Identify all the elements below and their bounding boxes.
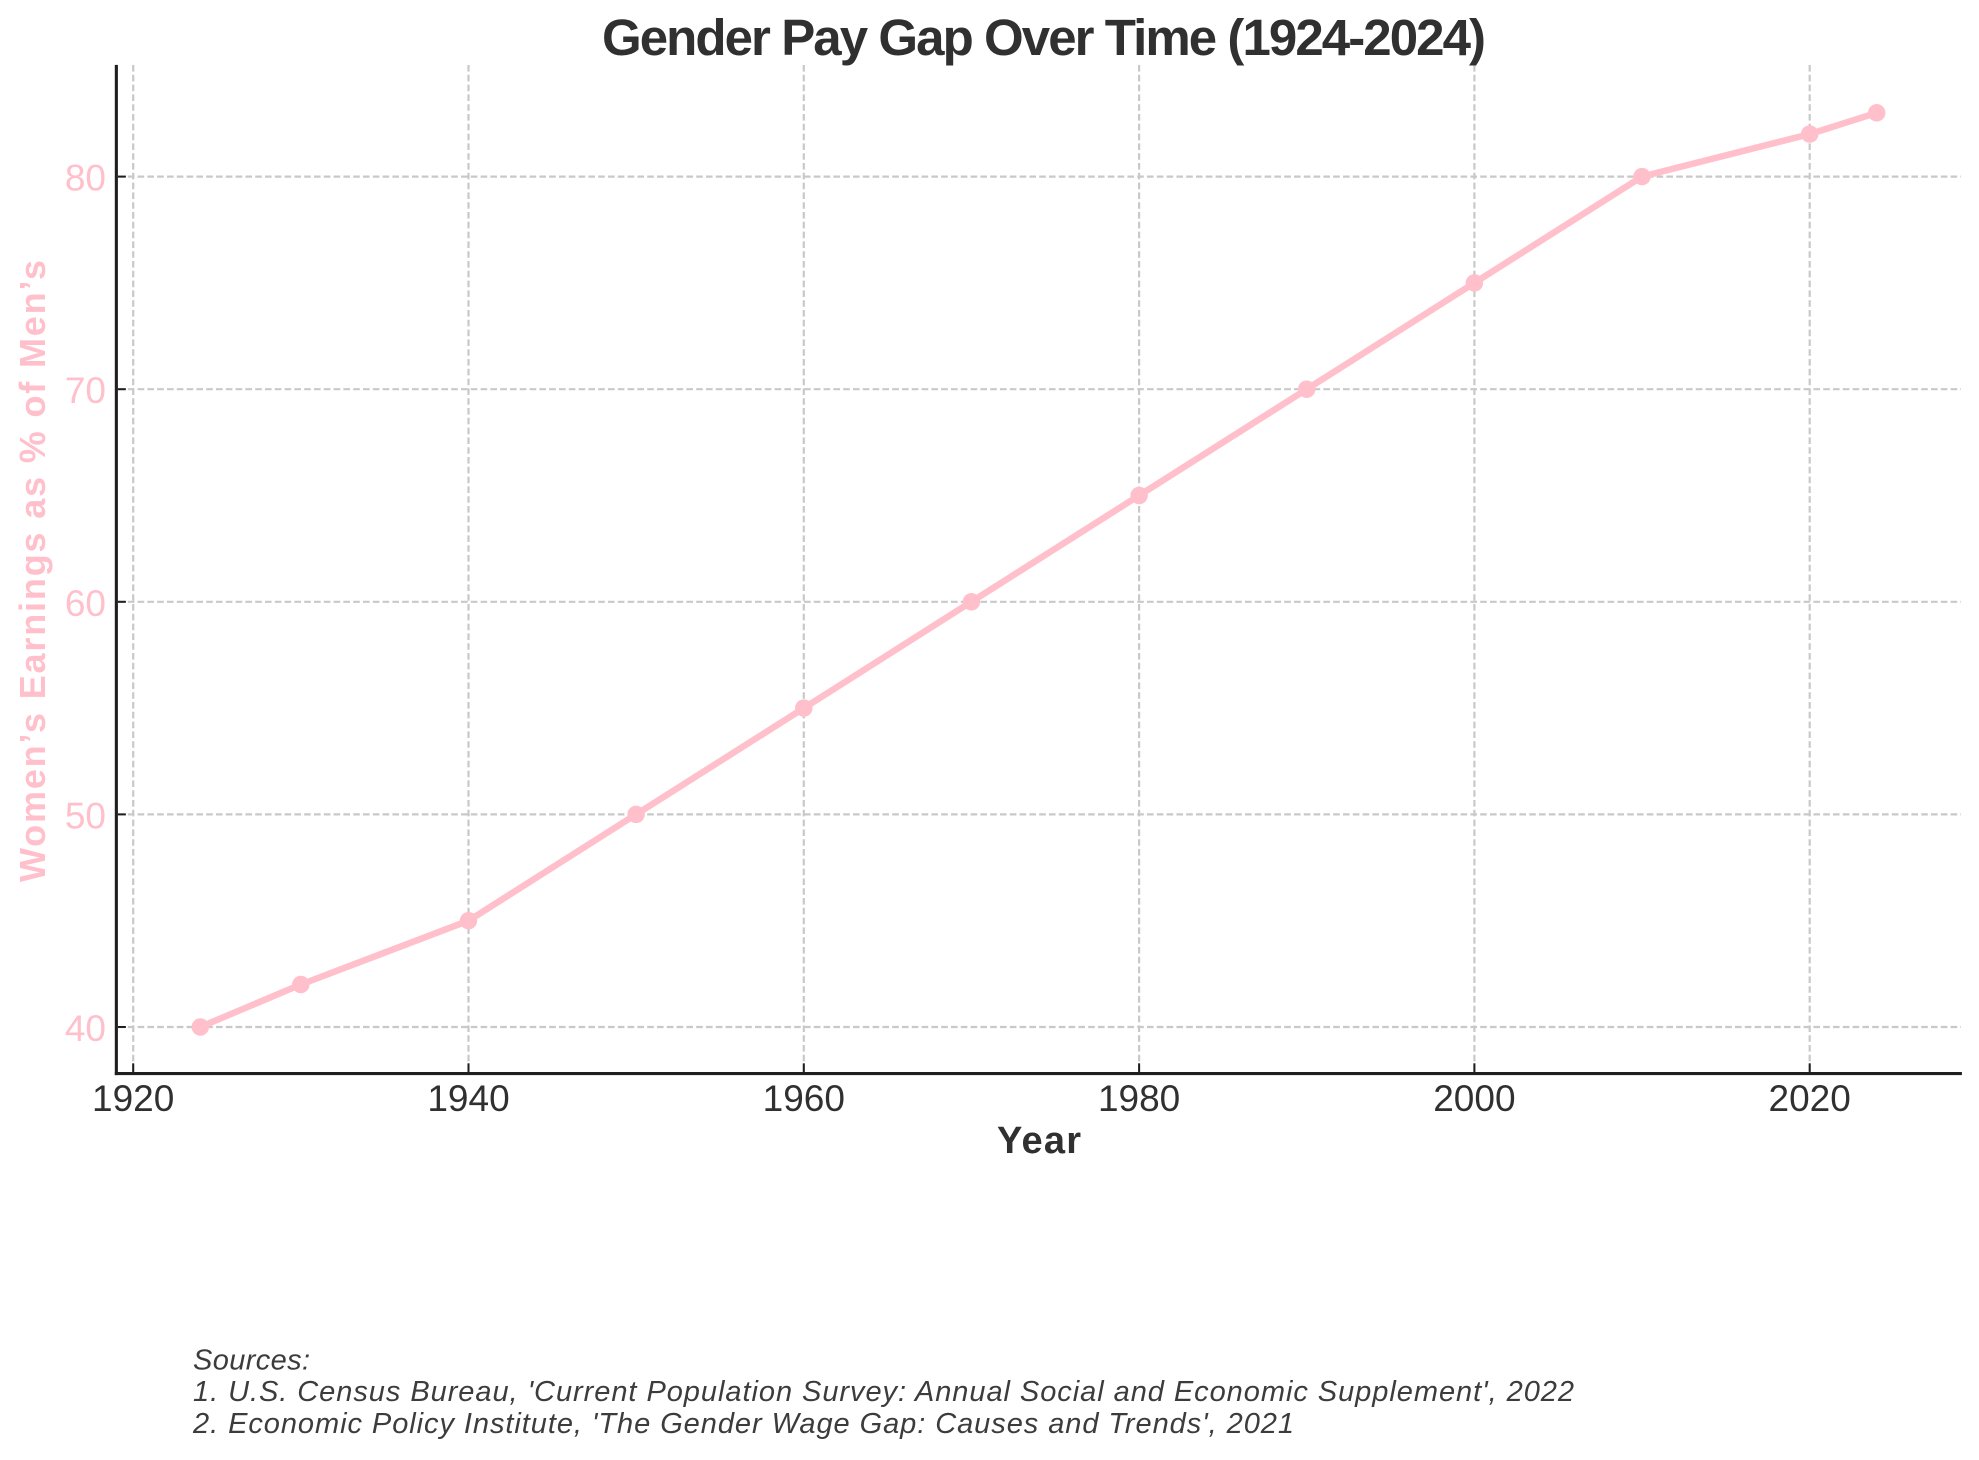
- svg-text:80: 80: [65, 158, 106, 199]
- svg-text:2. Economic Policy Institute,: 2. Economic Policy Institute, 'The Gende…: [192, 1408, 1294, 1440]
- svg-text:50: 50: [65, 795, 106, 836]
- svg-text:2020: 2020: [1769, 1078, 1851, 1119]
- svg-text:1960: 1960: [763, 1078, 845, 1119]
- svg-text:1. U.S. Census Bureau, 'Curren: 1. U.S. Census Bureau, 'Current Populati…: [193, 1376, 1574, 1408]
- svg-text:Sources:: Sources:: [193, 1344, 310, 1376]
- svg-text:Women’s Earnings as % of Men’s: Women’s Earnings as % of Men’s: [12, 260, 53, 882]
- svg-text:60: 60: [65, 583, 106, 624]
- svg-text:1980: 1980: [1098, 1078, 1180, 1119]
- svg-text:2000: 2000: [1433, 1078, 1515, 1119]
- svg-text:1940: 1940: [427, 1078, 509, 1119]
- svg-text:70: 70: [65, 370, 106, 411]
- svg-text:40: 40: [65, 1008, 106, 1049]
- svg-text:Year: Year: [997, 1120, 1081, 1162]
- svg-text:Gender Pay Gap Over Time (1924: Gender Pay Gap Over Time (1924-2024): [602, 9, 1486, 66]
- svg-text:1920: 1920: [92, 1078, 174, 1119]
